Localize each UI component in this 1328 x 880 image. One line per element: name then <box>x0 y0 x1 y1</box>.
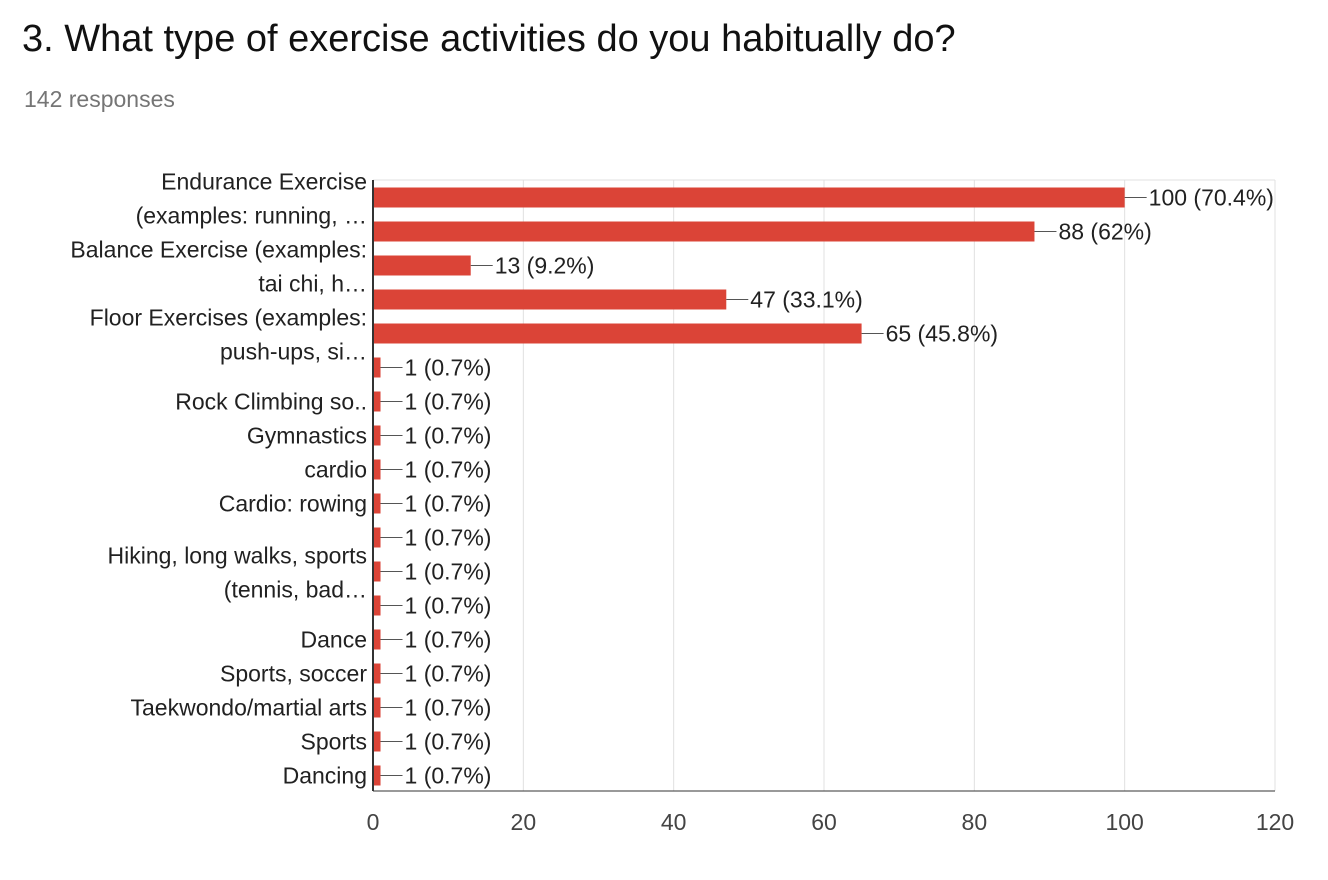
data-label: 1 (0.7%) <box>405 627 492 653</box>
data-label: 1 (0.7%) <box>405 695 492 721</box>
x-tick-label: 60 <box>811 809 837 835</box>
bar <box>373 663 381 684</box>
data-label: 65 (45.8%) <box>886 321 999 347</box>
bars <box>373 187 1125 786</box>
category-label: Taekwondo/martial arts <box>131 695 368 721</box>
category-label: tai chi, h… <box>258 271 367 297</box>
bar <box>373 561 381 582</box>
category-label: Sports, soccer <box>220 661 367 687</box>
bar <box>373 255 471 276</box>
bar <box>373 221 1035 242</box>
data-label: 1 (0.7%) <box>405 457 492 483</box>
category-label: Rock Climbing so.. <box>175 389 367 415</box>
gridlines <box>373 179 1276 791</box>
data-label: 47 (33.1%) <box>750 287 863 313</box>
category-label: Hiking, long walks, sports <box>108 543 368 569</box>
category-label: Dance <box>301 627 367 653</box>
data-label: 1 (0.7%) <box>405 729 492 755</box>
category-label: Sports <box>301 729 367 755</box>
category-label: Floor Exercises (examples: <box>90 305 367 331</box>
question-title: 3. What type of exercise activities do y… <box>22 18 956 60</box>
data-label: 1 (0.7%) <box>405 525 492 551</box>
category-label: Dancing <box>283 763 367 789</box>
x-tick-label: 120 <box>1256 809 1294 835</box>
bar <box>373 629 381 650</box>
category-label: Balance Exercise (examples: <box>70 237 367 263</box>
data-label: 13 (9.2%) <box>495 253 595 279</box>
data-label: 1 (0.7%) <box>405 559 492 585</box>
response-count: 142 responses <box>24 86 175 112</box>
category-label: (examples: running, … <box>136 203 367 229</box>
x-tick-label: 20 <box>511 809 537 835</box>
bar <box>373 527 381 548</box>
data-label: 1 (0.7%) <box>405 491 492 517</box>
bar <box>373 425 381 446</box>
bar <box>373 459 381 480</box>
x-tick-label: 100 <box>1105 809 1143 835</box>
data-label: 1 (0.7%) <box>405 661 492 687</box>
bar <box>373 391 381 412</box>
bar <box>373 187 1125 208</box>
data-label: 1 (0.7%) <box>405 355 492 381</box>
data-label: 88 (62%) <box>1058 219 1151 245</box>
data-labels: 100 (70.4%) 88 (62%) 13 (9.2%) 47 (33.1%) 65… <box>380 185 1274 789</box>
bar <box>373 289 727 310</box>
category-label: (tennis, bad… <box>224 577 367 603</box>
category-labels: Endurance Exercise (examples: running, … B… <box>70 169 367 789</box>
category-label: Gymnastics <box>247 423 367 449</box>
x-axis-ticks: 0 20 40 60 80 100 120 <box>367 809 1295 835</box>
data-label: 1 (0.7%) <box>405 389 492 415</box>
data-label: 100 (70.4%) <box>1149 185 1274 211</box>
bar <box>373 595 381 616</box>
category-label: Cardio: rowing <box>219 491 367 517</box>
category-label: push-ups, si… <box>220 339 367 365</box>
bar <box>373 697 381 718</box>
bar <box>373 765 381 786</box>
data-label: 1 (0.7%) <box>405 593 492 619</box>
x-tick-label: 0 <box>367 809 380 835</box>
bar <box>373 731 381 752</box>
bar <box>373 323 862 344</box>
category-label: cardio <box>304 457 367 483</box>
category-label: Endurance Exercise <box>161 169 367 195</box>
data-label: 1 (0.7%) <box>405 763 492 789</box>
bar <box>373 493 381 514</box>
bar <box>373 357 381 378</box>
x-tick-label: 80 <box>962 809 988 835</box>
data-label: 1 (0.7%) <box>405 423 492 449</box>
x-tick-label: 40 <box>661 809 687 835</box>
